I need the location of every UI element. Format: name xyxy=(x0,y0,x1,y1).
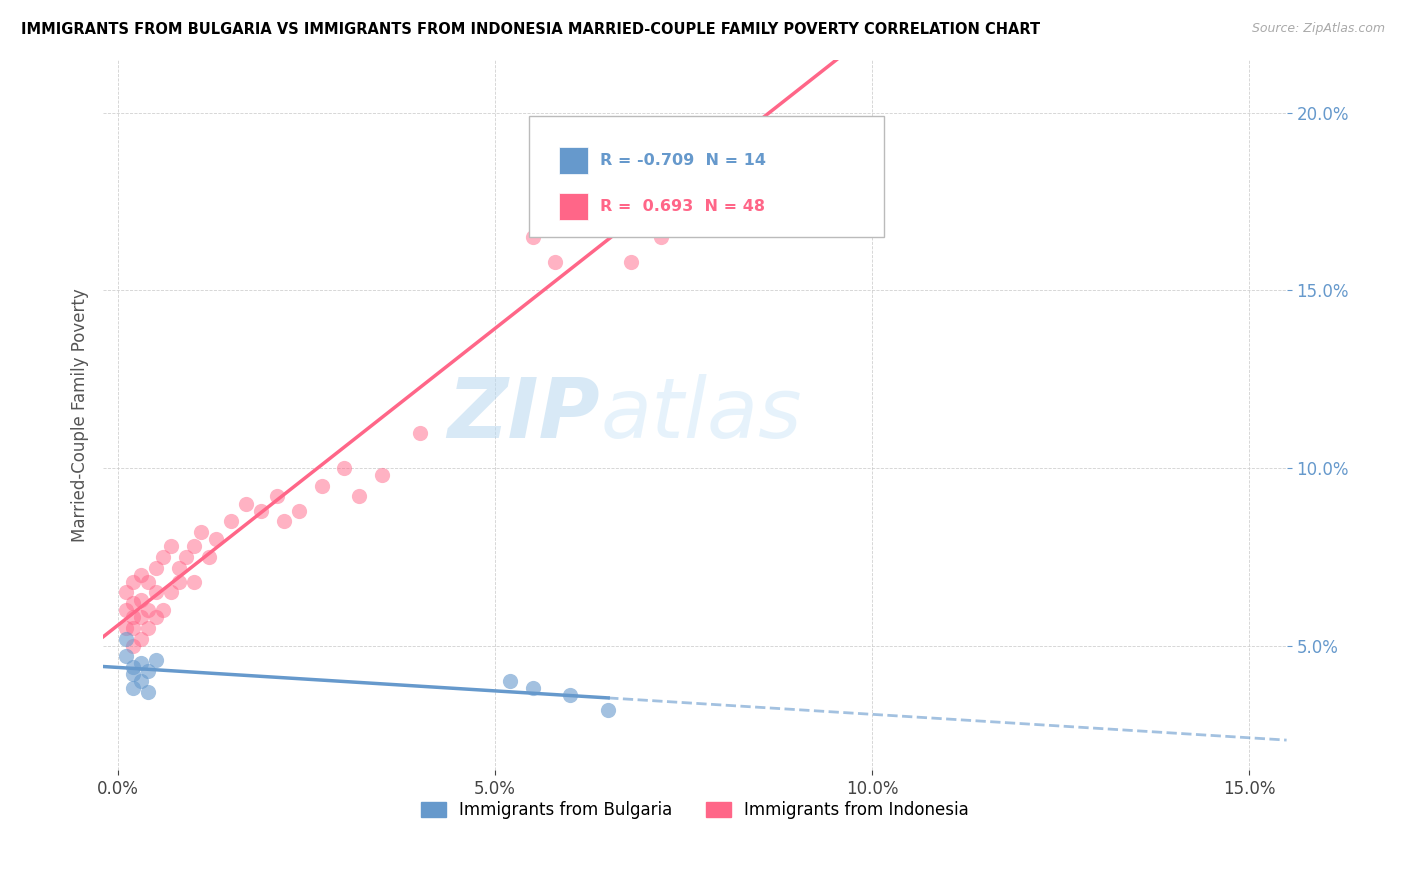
Point xyxy=(522,681,544,696)
Point xyxy=(288,504,311,518)
FancyBboxPatch shape xyxy=(558,147,588,174)
Point xyxy=(114,621,136,635)
Point xyxy=(167,560,190,574)
Point xyxy=(672,123,695,137)
Point xyxy=(129,632,152,646)
Point xyxy=(145,560,167,574)
Point xyxy=(560,689,582,703)
Point xyxy=(114,603,136,617)
Point xyxy=(138,664,160,678)
Point xyxy=(174,549,197,564)
Point xyxy=(122,610,145,624)
Point xyxy=(129,567,152,582)
Point xyxy=(522,230,544,244)
Point xyxy=(499,674,522,689)
Point xyxy=(160,585,183,599)
Point xyxy=(160,539,183,553)
Point xyxy=(333,461,356,475)
Point xyxy=(138,685,160,699)
Point xyxy=(273,514,295,528)
Point xyxy=(183,539,205,553)
Point xyxy=(205,532,228,546)
Point xyxy=(598,703,620,717)
Point xyxy=(114,632,136,646)
Point xyxy=(620,255,643,269)
Point xyxy=(129,592,152,607)
Point xyxy=(122,596,145,610)
Point xyxy=(138,603,160,617)
Point xyxy=(138,621,160,635)
Point xyxy=(197,549,219,564)
Point xyxy=(122,621,145,635)
Text: IMMIGRANTS FROM BULGARIA VS IMMIGRANTS FROM INDONESIA MARRIED-COUPLE FAMILY POVE: IMMIGRANTS FROM BULGARIA VS IMMIGRANTS F… xyxy=(21,22,1040,37)
Point xyxy=(574,212,596,227)
Point xyxy=(349,490,371,504)
Point xyxy=(235,497,257,511)
Y-axis label: Married-Couple Family Poverty: Married-Couple Family Poverty xyxy=(72,288,89,541)
Point xyxy=(122,639,145,653)
Point xyxy=(650,230,672,244)
Point xyxy=(219,514,242,528)
Point xyxy=(129,657,152,671)
FancyBboxPatch shape xyxy=(558,194,588,220)
Point xyxy=(152,603,174,617)
Point xyxy=(311,479,333,493)
Point xyxy=(152,549,174,564)
Text: Source: ZipAtlas.com: Source: ZipAtlas.com xyxy=(1251,22,1385,36)
Point xyxy=(598,205,620,219)
Text: atlas: atlas xyxy=(600,375,801,455)
Point xyxy=(544,255,567,269)
Point xyxy=(138,574,160,589)
Point xyxy=(145,610,167,624)
Point xyxy=(145,653,167,667)
Point xyxy=(145,585,167,599)
Point xyxy=(122,681,145,696)
Point xyxy=(129,610,152,624)
Text: ZIP: ZIP xyxy=(447,375,600,455)
Point xyxy=(190,524,212,539)
Point xyxy=(114,585,136,599)
Point xyxy=(266,490,288,504)
Legend: Immigrants from Bulgaria, Immigrants from Indonesia: Immigrants from Bulgaria, Immigrants fro… xyxy=(415,794,976,826)
Point xyxy=(122,574,145,589)
Point xyxy=(114,649,136,664)
Point xyxy=(122,667,145,681)
Point xyxy=(250,504,273,518)
Point xyxy=(183,574,205,589)
Point xyxy=(409,425,432,440)
Point xyxy=(129,674,152,689)
Text: R =  0.693  N = 48: R = 0.693 N = 48 xyxy=(600,199,765,214)
Point xyxy=(167,574,190,589)
Point xyxy=(371,468,394,483)
Point xyxy=(122,660,145,674)
Text: R = -0.709  N = 14: R = -0.709 N = 14 xyxy=(600,153,766,169)
FancyBboxPatch shape xyxy=(529,117,884,237)
